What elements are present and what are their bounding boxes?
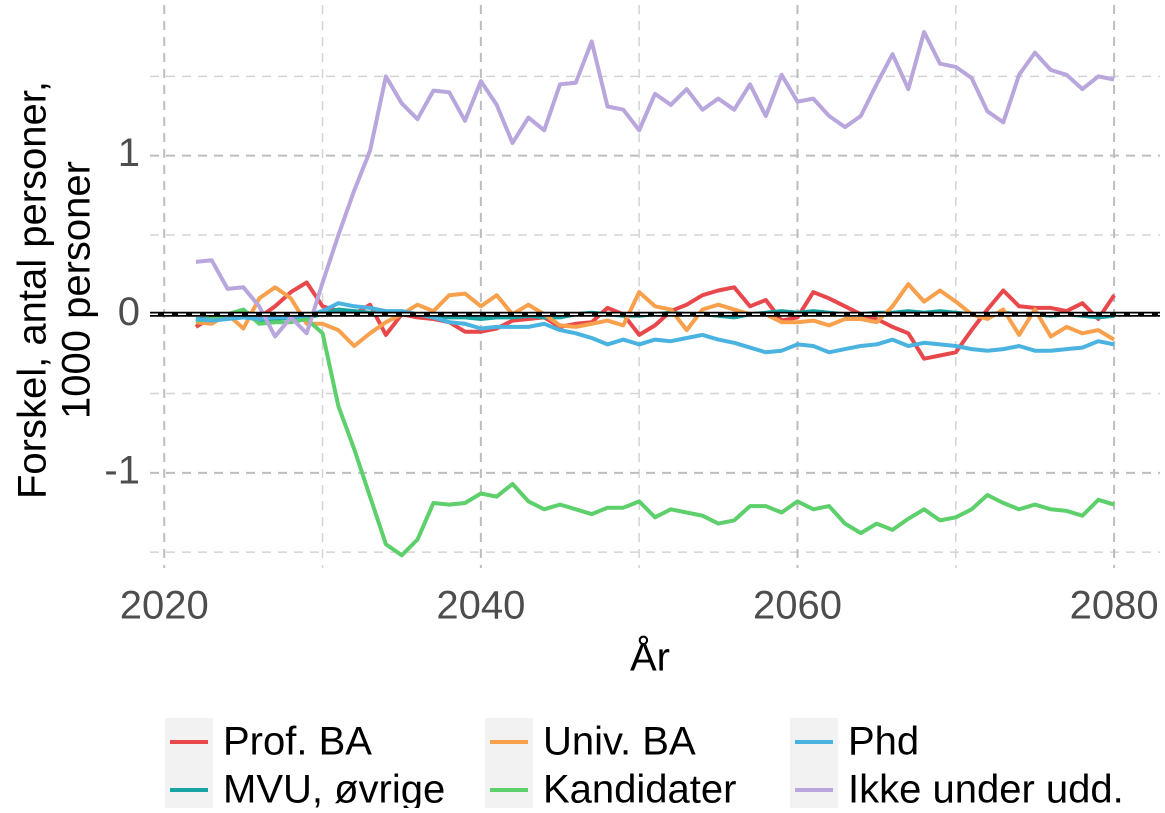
y-axis-title-line: Forskel, antal personer, xyxy=(11,81,55,499)
series-line xyxy=(195,301,1115,355)
legend-label: Kandidater xyxy=(543,768,736,808)
legend-label: MVU, øvrige xyxy=(223,768,445,808)
y-tick-label: 1 xyxy=(118,131,140,175)
x-tick-label: 2020 xyxy=(120,584,209,628)
legend-key-bg xyxy=(485,766,533,813)
legend-label: Prof. BA xyxy=(223,720,372,764)
legend-key-bg xyxy=(790,766,838,813)
legend-label: Univ. BA xyxy=(543,720,696,764)
x-tick-label: 2040 xyxy=(436,584,525,628)
legend-label: Ikke under udd. xyxy=(848,768,1124,808)
x-tick-label: 2080 xyxy=(1070,584,1159,628)
series-line xyxy=(195,282,1116,348)
y-axis-title-line: 1000 personer xyxy=(55,161,99,419)
x-axis-title: År xyxy=(630,635,670,680)
y-tick-label: -1 xyxy=(104,448,140,492)
series-line xyxy=(195,307,1115,558)
x-tick-label: 2060 xyxy=(753,584,842,628)
legend-key-bg xyxy=(165,766,213,813)
legend-label: Phd xyxy=(848,720,919,764)
series-line xyxy=(195,30,1115,339)
y-axis-title: Forskel, antal personer, 1000 personer xyxy=(11,81,99,499)
series-line xyxy=(194,280,1116,361)
y-tick-label: 0 xyxy=(118,290,140,334)
